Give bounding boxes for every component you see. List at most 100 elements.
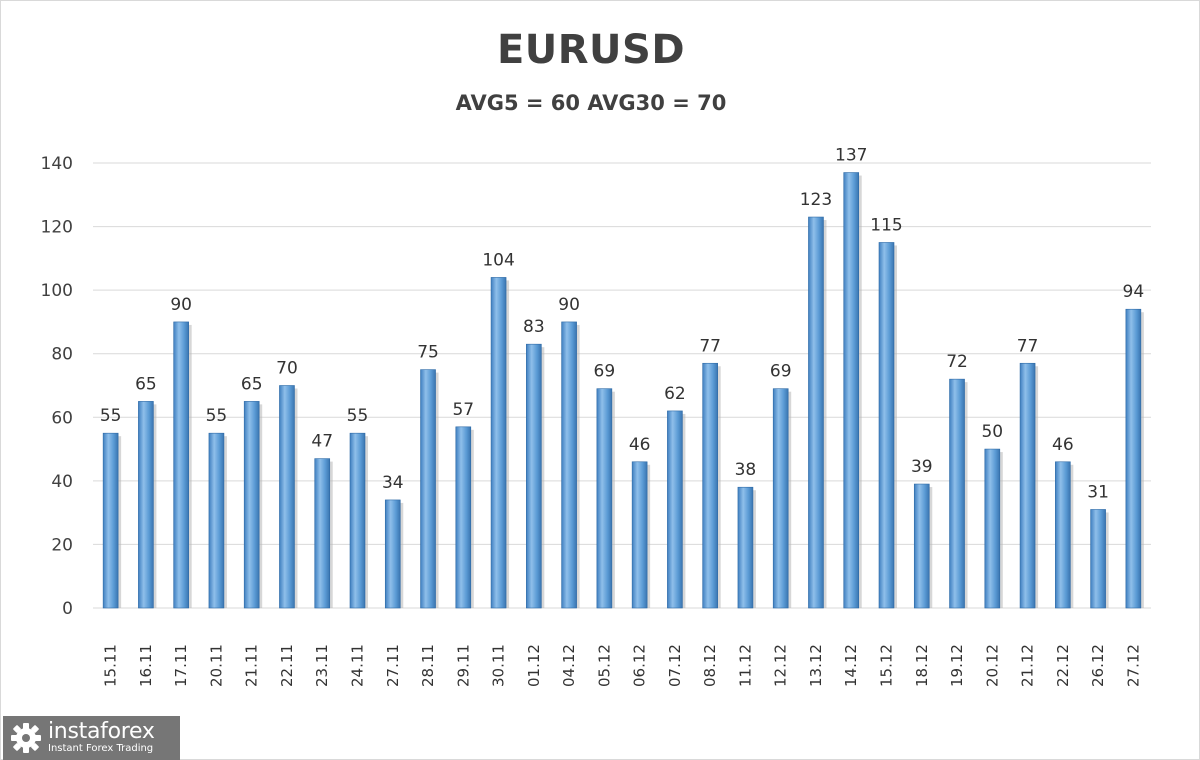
bar — [102, 432, 119, 609]
data-label: 90 — [558, 295, 580, 315]
data-label: 55 — [347, 406, 369, 426]
bar — [243, 401, 260, 609]
x-tick-label: 27.12 — [1124, 644, 1142, 687]
bar — [878, 242, 895, 609]
y-tick-label: 40 — [51, 472, 73, 492]
data-label: 46 — [629, 435, 651, 455]
gridlines — [93, 162, 1151, 609]
data-label: 50 — [981, 422, 1003, 442]
x-tick-label: 07.12 — [666, 644, 684, 687]
x-tick-label: 17.11 — [172, 644, 190, 687]
data-label: 72 — [946, 352, 968, 372]
bar — [772, 388, 789, 609]
bar — [737, 486, 754, 609]
bar — [667, 410, 683, 609]
data-label: 137 — [835, 146, 867, 166]
data-label: 69 — [770, 362, 792, 382]
data-label: 70 — [276, 359, 298, 379]
bar — [1125, 308, 1142, 609]
x-tick-label: 21.11 — [243, 644, 261, 687]
data-labels: 55 65 90 55 65 70 47 55 34 75 57 104 83 90 69 46 62 77 38 6… — [100, 146, 1144, 503]
y-tick-label: 60 — [51, 408, 73, 428]
data-label: 38 — [735, 460, 757, 480]
y-tick-label: 140 — [41, 154, 73, 174]
bar — [384, 499, 401, 609]
data-label: 46 — [1052, 435, 1074, 455]
x-tick-label: 19.12 — [948, 644, 966, 687]
bar — [561, 321, 577, 609]
bar — [349, 432, 366, 609]
data-label: 123 — [800, 190, 832, 210]
bar — [596, 388, 613, 609]
data-label: 104 — [482, 250, 514, 270]
data-label: 115 — [870, 215, 902, 235]
data-label: 77 — [1017, 336, 1039, 356]
x-tick-label: 05.12 — [595, 644, 613, 687]
data-label: 31 — [1087, 482, 1109, 502]
x-tick-label: 20.12 — [983, 644, 1001, 687]
x-tick-label: 20.11 — [207, 644, 225, 687]
bar — [490, 277, 507, 609]
y-tick-label: 80 — [51, 345, 73, 365]
data-label: 57 — [452, 400, 474, 420]
data-label: 34 — [382, 473, 404, 493]
x-tick-label: 16.11 — [137, 644, 155, 687]
bar — [455, 426, 472, 609]
bar — [1090, 509, 1106, 609]
x-tick-label: 14.12 — [842, 644, 860, 687]
data-label: 94 — [1123, 282, 1145, 302]
bars — [102, 172, 1144, 609]
data-label: 47 — [311, 432, 333, 452]
y-tick-label: 20 — [51, 535, 73, 555]
data-label: 75 — [417, 343, 439, 363]
data-label: 69 — [594, 362, 616, 382]
data-label: 83 — [523, 317, 545, 337]
instaforex-logo: instaforex Instant Forex Trading — [3, 716, 180, 760]
y-tick-label: 0 — [62, 599, 73, 619]
x-tick-label: 26.12 — [1089, 644, 1107, 687]
x-tick-label: 01.12 — [525, 644, 543, 687]
data-label: 62 — [664, 384, 686, 404]
x-tick-label: 11.12 — [736, 644, 754, 687]
logo-text: instaforex Instant Forex Trading — [48, 721, 155, 755]
x-tick-label: 22.11 — [278, 644, 296, 687]
bar — [173, 321, 189, 609]
x-tick-label: 23.11 — [313, 644, 331, 687]
x-tick-label: 30.11 — [490, 644, 508, 687]
x-tick-label: 24.11 — [349, 644, 367, 687]
logo-tagline: Instant Forex Trading — [48, 743, 154, 754]
bar — [420, 369, 436, 609]
data-label: 77 — [699, 336, 721, 356]
x-tick-label: 22.12 — [1054, 644, 1072, 687]
bar — [949, 378, 965, 609]
x-tick-label: 21.12 — [1019, 644, 1037, 687]
y-axis: 0 20 40 60 80 100 120 140 — [41, 154, 73, 619]
x-tick-label: 28.11 — [419, 644, 437, 687]
bar — [1055, 461, 1071, 609]
data-label: 39 — [911, 457, 933, 477]
gear-logo-icon — [11, 723, 41, 753]
logo-name: instaforex — [48, 719, 155, 744]
x-tick-label: 15.11 — [102, 644, 120, 687]
data-label: 55 — [100, 406, 122, 426]
bar — [702, 362, 718, 609]
x-tick-label: 18.12 — [913, 644, 931, 687]
x-tick-label: 29.11 — [454, 644, 472, 687]
bar — [526, 343, 542, 609]
x-tick-label: 04.12 — [560, 644, 578, 687]
chart-subtitle: AVG5 = 60 AVG30 = 70 — [455, 91, 727, 115]
data-label: 90 — [170, 295, 192, 315]
bar — [913, 483, 930, 609]
x-tick-label: 13.12 — [807, 644, 825, 687]
x-axis: 15.11 16.11 17.11 20.11 21.11 22.11 23.11 24.11… — [102, 644, 1143, 687]
data-label: 55 — [206, 406, 228, 426]
bar — [314, 458, 331, 609]
data-label: 65 — [241, 374, 263, 394]
bar — [208, 432, 225, 609]
y-tick-label: 120 — [41, 218, 73, 238]
x-tick-label: 12.12 — [772, 644, 790, 687]
x-tick-label: 15.12 — [878, 644, 896, 687]
bar — [1019, 362, 1036, 609]
